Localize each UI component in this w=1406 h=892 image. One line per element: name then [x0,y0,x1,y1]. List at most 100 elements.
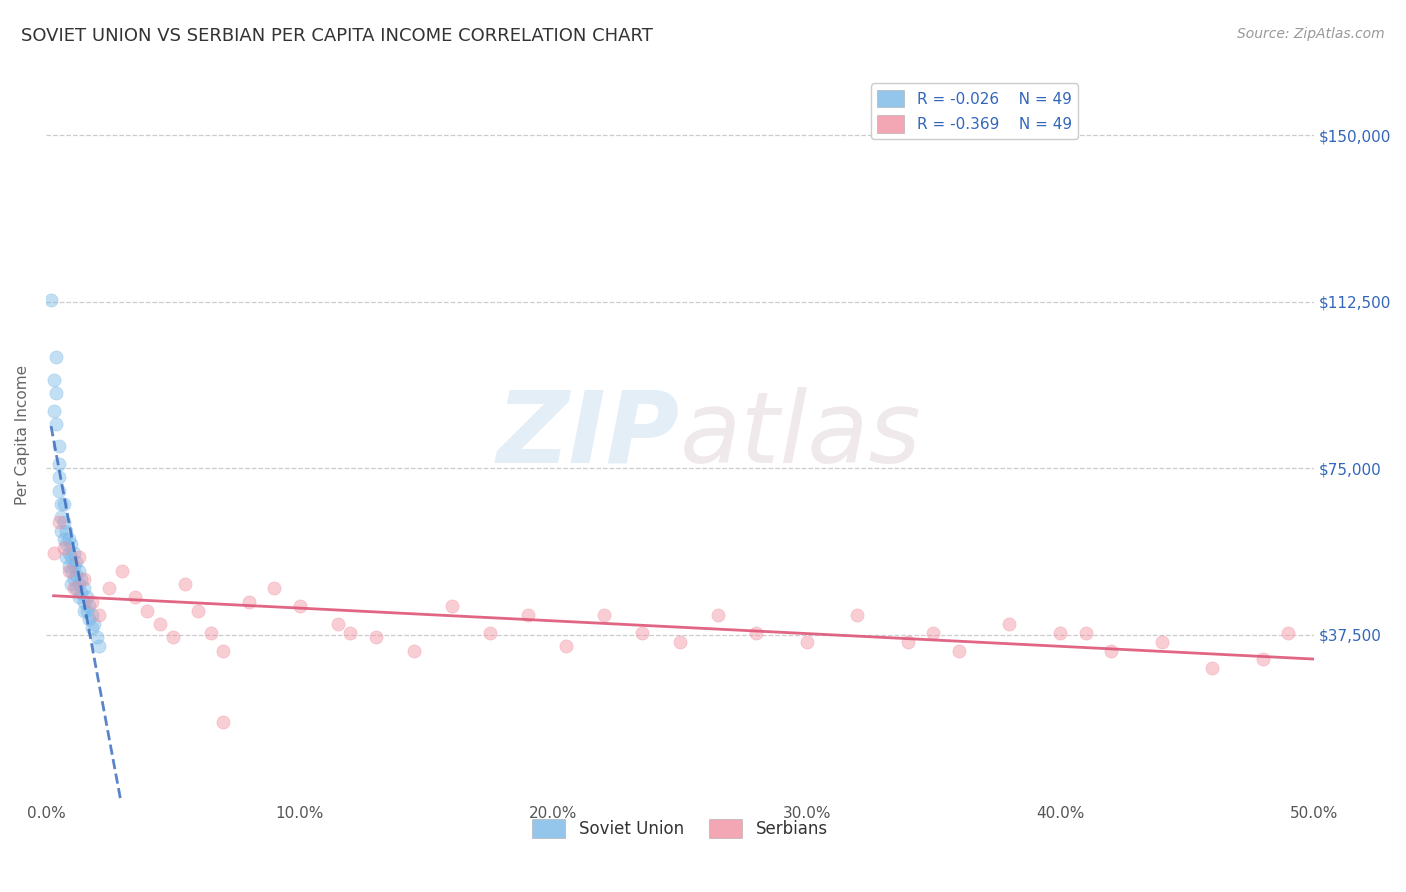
Point [86,630,108,644]
Point [364,630,387,644]
Point [89,639,111,653]
Point [67,564,90,578]
Point [45,417,67,431]
Point [288,599,311,613]
Point [48,515,70,529]
Point [80,621,103,635]
Point [326,616,349,631]
Point [67,591,90,605]
Point [45,351,67,365]
Text: ZIP: ZIP [496,386,681,483]
Point [73,573,96,587]
Point [98,582,121,596]
Point [60,577,83,591]
Point [77,599,100,613]
Point [70,586,93,600]
Point [440,599,463,613]
Point [745,625,768,640]
Point [162,630,184,644]
Point [89,607,111,622]
Point [187,603,209,617]
Point [174,577,197,591]
Point [60,550,83,565]
Point [263,582,285,596]
Point [339,625,361,640]
Point [52,533,75,547]
Point [58,546,80,560]
Point [51,510,73,524]
Point [1049,625,1071,640]
Point [669,634,692,648]
Point [554,639,576,653]
Point [48,483,70,498]
Text: SOVIET UNION VS SERBIAN PER CAPITA INCOME CORRELATION CHART: SOVIET UNION VS SERBIAN PER CAPITA INCOM… [21,27,652,45]
Point [948,643,970,657]
Point [48,439,70,453]
Point [1251,652,1274,666]
Point [1277,625,1299,640]
Point [1201,661,1223,675]
Point [212,643,235,657]
Point [846,607,869,622]
Point [630,625,652,640]
Point [60,564,83,578]
Point [76,591,98,605]
Point [55,524,77,538]
Point [65,555,87,569]
Point [67,577,90,591]
Point [73,603,96,617]
Point [42,546,65,560]
Point [478,625,501,640]
Point [55,550,77,565]
Point [402,643,425,657]
Point [124,591,146,605]
Point [58,533,80,547]
Point [63,546,86,560]
Point [42,403,65,417]
Point [73,582,96,596]
Point [592,607,614,622]
Point [149,616,172,631]
Point [67,550,90,565]
Point [52,497,75,511]
Point [796,634,818,648]
Point [58,564,80,578]
Point [1099,643,1122,657]
Point [63,573,86,587]
Point [52,515,75,529]
Point [516,607,538,622]
Point [51,524,73,538]
Point [1150,634,1173,648]
Point [83,616,105,631]
Point [65,582,87,596]
Point [80,607,103,622]
Point [63,559,86,574]
Point [73,594,96,608]
Y-axis label: Per Capita Income: Per Capita Income [15,365,30,505]
Point [58,559,80,574]
Point [111,564,134,578]
Point [42,372,65,386]
Point [39,293,62,307]
Text: Source: ZipAtlas.com: Source: ZipAtlas.com [1237,27,1385,41]
Point [200,625,222,640]
Point [52,541,75,556]
Point [77,612,100,626]
Point [55,537,77,551]
Legend: Soviet Union, Serbians: Soviet Union, Serbians [526,812,834,845]
Point [922,625,945,640]
Point [897,634,920,648]
Point [76,603,98,617]
Point [212,714,235,729]
Point [70,573,93,587]
Text: atlas: atlas [681,386,921,483]
Point [63,582,86,596]
Point [65,568,87,582]
Point [998,616,1021,631]
Point [1074,625,1097,640]
Point [136,603,159,617]
Point [80,594,103,608]
Point [707,607,730,622]
Point [48,457,70,471]
Point [45,385,67,400]
